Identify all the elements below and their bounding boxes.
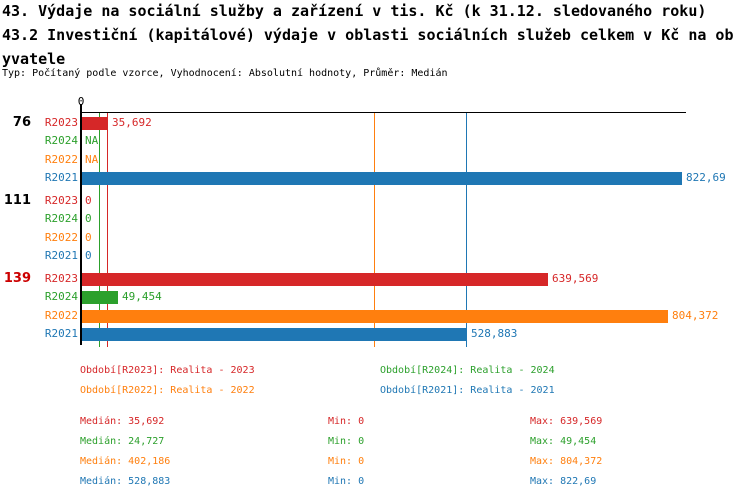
- row-label-R2024: R2024: [44, 212, 78, 225]
- stat-min-R2023: Min: 0: [328, 416, 365, 427]
- na-value-label: NA: [85, 134, 99, 147]
- bar-R2022: [82, 310, 668, 323]
- row-label-R2022: R2022: [44, 231, 78, 244]
- stat-median-R2022: Medián: 402,186: [80, 456, 171, 467]
- row-label-R2024: R2024: [44, 134, 78, 147]
- chart-subtitle: Typ: Počítaný podle vzorce, Vyhodnocení:…: [2, 68, 448, 79]
- row-label-R2021: R2021: [44, 249, 78, 262]
- row-label-R2023: R2023: [44, 194, 78, 207]
- x-axis-line: [81, 112, 686, 113]
- stat-max-R2024: Max: 49,454: [530, 436, 597, 447]
- stat-min-R2024: Min: 0: [328, 436, 365, 447]
- chart-title-line2: 43.2 Investiční (kapitálové) výdaje v ob…: [2, 26, 734, 44]
- bar-value-label: 822,69: [686, 171, 726, 184]
- row-label-R2021: R2021: [44, 327, 78, 340]
- stat-median-R2021: Medián: 528,883: [80, 476, 171, 487]
- bar-value-label: 35,692: [112, 116, 152, 129]
- bar-R2021: [82, 172, 682, 185]
- median-line-R2022: [374, 112, 375, 347]
- chart-title-line3: yvatele: [2, 50, 66, 68]
- bar-value-label: 639,569: [552, 272, 599, 285]
- row-label-R2021: R2021: [44, 171, 78, 184]
- bar-R2023: [82, 273, 548, 286]
- na-value-label: NA: [85, 153, 99, 166]
- y-axis-line: [80, 104, 82, 345]
- legend-item-R2021: Období[R2021]: Realita - 2021: [380, 385, 555, 396]
- group-label: 76: [12, 115, 31, 130]
- bar-R2021: [82, 328, 467, 341]
- bar-value-label: 804,372: [672, 309, 719, 322]
- bar-R2024: [82, 291, 118, 304]
- chart-title-line1: 43. Výdaje na sociální služby a zařízení…: [2, 2, 707, 20]
- row-label-R2023: R2023: [44, 272, 78, 285]
- zero-value-label: 0: [85, 249, 92, 262]
- row-label-R2022: R2022: [44, 153, 78, 166]
- group-label: 139: [3, 271, 31, 286]
- row-label-R2024: R2024: [44, 290, 78, 303]
- median-line-R2023: [107, 112, 108, 347]
- stat-min-R2022: Min: 0: [328, 456, 365, 467]
- stat-max-R2022: Max: 804,372: [530, 456, 603, 467]
- stat-min-R2021: Min: 0: [328, 476, 365, 487]
- bar-R2023: [82, 117, 108, 130]
- bar-value-label: 49,454: [122, 290, 162, 303]
- median-line-R2024: [99, 112, 100, 347]
- row-label-R2022: R2022: [44, 309, 78, 322]
- stat-median-R2024: Medián: 24,727: [80, 436, 165, 447]
- bar-value-label: 528,883: [471, 327, 518, 340]
- zero-value-label: 0: [85, 212, 92, 225]
- legend-item-R2024: Období[R2024]: Realita - 2024: [380, 365, 555, 376]
- group-label: 111: [3, 193, 31, 208]
- row-label-R2023: R2023: [44, 116, 78, 129]
- stat-median-R2023: Medián: 35,692: [80, 416, 165, 427]
- legend-item-R2022: Období[R2022]: Realita - 2022: [80, 385, 255, 396]
- stat-max-R2021: Max: 822,69: [530, 476, 597, 487]
- stat-max-R2023: Max: 639,569: [530, 416, 603, 427]
- zero-value-label: 0: [85, 194, 92, 207]
- axis-zero-tick-label: 0: [77, 95, 85, 108]
- legend-item-R2023: Období[R2023]: Realita - 2023: [80, 365, 255, 376]
- median-line-R2021: [466, 112, 467, 347]
- zero-value-label: 0: [85, 231, 92, 244]
